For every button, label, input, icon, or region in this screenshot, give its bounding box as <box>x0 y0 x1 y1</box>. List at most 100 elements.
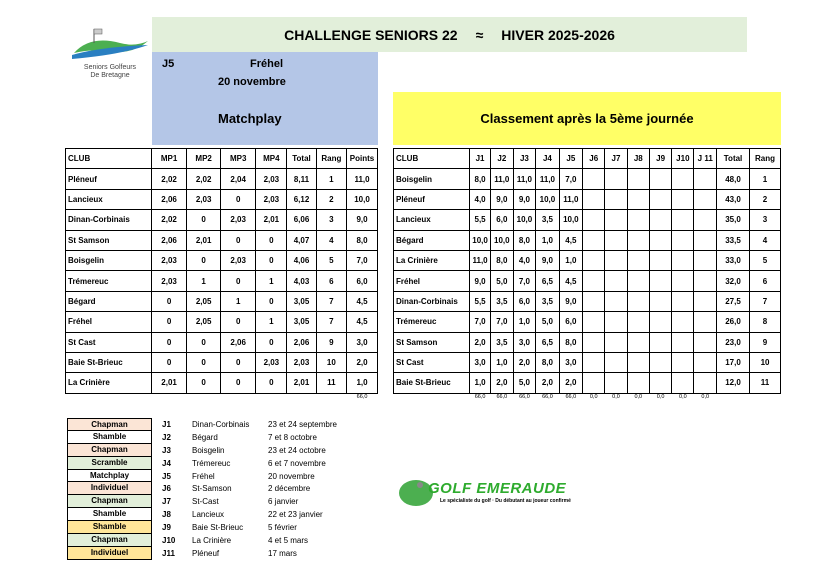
value-cell: 2,03 <box>286 351 317 374</box>
value-cell <box>693 270 717 292</box>
value-cell: 0 <box>150 351 188 374</box>
value-cell: 7 <box>315 311 348 333</box>
club-cell: Baie St-Brieuc <box>392 372 471 394</box>
value-cell: 11,0 <box>558 188 584 211</box>
value-cell <box>582 372 606 394</box>
sum-cell: 66,0 <box>565 393 577 400</box>
value-cell <box>626 311 650 333</box>
value-cell: 7 <box>749 290 781 313</box>
value-cell <box>626 168 650 190</box>
table-row: St Cast 0 0 2,06 0 2,06 9 3,0 <box>65 331 378 353</box>
schedule-row: Chapman J10 La Crinière 4 et 5 mars <box>67 534 337 547</box>
value-cell: 2,0 <box>535 372 560 394</box>
column-header: J4 <box>535 147 560 170</box>
schedule-club: Bégard <box>192 432 218 442</box>
value-cell <box>671 249 695 272</box>
sum-cell <box>750 393 781 404</box>
value-cell: 3,05 <box>286 290 317 313</box>
column-header: Total <box>715 147 751 170</box>
value-cell <box>582 188 606 211</box>
value-cell <box>671 290 695 313</box>
table-row: Trémereuc 2,03 1 0 1 4,03 6 6,0 <box>65 270 378 292</box>
format-badge: Scramble <box>67 456 152 470</box>
event-club: Fréhel <box>250 58 284 70</box>
schedule-club: Lancieux <box>192 510 225 520</box>
schedule-round: J7 <box>162 497 171 507</box>
value-cell: 8 <box>749 311 781 333</box>
value-cell: 0 <box>219 351 257 374</box>
table-row: Pléneuf 4,0 9,0 9,0 10,0 11,0 43,0 2 <box>392 188 781 211</box>
value-cell: 5,0 <box>512 372 537 394</box>
sponsor-name: GOLF EMERAUDE <box>428 480 567 497</box>
schedule-round: J4 <box>162 458 171 468</box>
sponsor-tagline: Le spécialiste du golf · Du débutant au … <box>440 498 571 504</box>
value-cell: 1 <box>255 311 288 333</box>
schedule-club: Dinan-Corbinais <box>192 419 250 429</box>
value-cell: 8,11 <box>286 168 317 190</box>
column-header: J10 <box>671 147 695 170</box>
schedule: Chapman J1 Dinan-Corbinais 23 et 24 septemb… <box>67 418 337 560</box>
schedule-club: Trémereuc <box>192 458 231 468</box>
format-badge: Individuel <box>67 546 152 560</box>
value-cell: 2,01 <box>255 209 288 231</box>
value-cell: 3,05 <box>286 311 317 333</box>
column-header: Rang <box>749 147 781 170</box>
value-cell: 3 <box>749 209 781 231</box>
value-cell <box>671 331 695 353</box>
value-cell <box>626 290 650 313</box>
value-cell <box>582 229 606 251</box>
value-cell <box>626 209 650 231</box>
value-cell <box>648 229 673 251</box>
schedule-round: J11 <box>162 548 175 558</box>
column-header: J 11 <box>693 147 717 170</box>
value-cell: 8,0 <box>490 249 514 272</box>
value-cell <box>671 372 695 394</box>
value-cell <box>626 188 650 211</box>
value-cell <box>648 351 673 374</box>
schedule-date: 6 et 7 novembre <box>268 458 326 468</box>
value-cell: 4,5 <box>558 229 584 251</box>
table-row: Lancieux 2,06 2,03 0 2,03 6,12 2 10,0 <box>65 188 378 211</box>
event-info: J5 Fréhel 20 novembre Matchplay <box>152 52 378 145</box>
value-cell <box>693 249 717 272</box>
column-header: MP4 <box>255 147 288 170</box>
schedule-row: Matchplay J5 Fréhel 20 novembre <box>67 469 337 483</box>
value-cell: 2,06 <box>150 229 188 251</box>
schedule-round: J6 <box>162 484 171 494</box>
value-cell: 2,0 <box>346 351 378 374</box>
value-cell: 35,0 <box>715 209 751 231</box>
column-header: MP3 <box>219 147 257 170</box>
value-cell <box>626 372 650 394</box>
value-cell <box>582 270 606 292</box>
value-cell: 9,0 <box>535 249 560 272</box>
schedule-date: 17 mars <box>268 548 297 558</box>
value-cell <box>671 209 695 231</box>
value-cell: 1 <box>186 270 221 292</box>
column-header: J8 <box>626 147 650 170</box>
sum-cell: 0,0 <box>656 393 665 400</box>
value-cell: 2,03 <box>255 168 288 190</box>
sum-row: 66,0 66,0 66,0 66,0 66,0 0,0 0,0 0,0 0,0 0,0 0,0 <box>394 393 781 404</box>
ranking-table: CLUB J1 J2 J3 J4 J5 J6 J7 J8 J9 J10 J 11 Total Rang Bo… <box>392 147 781 404</box>
value-cell <box>582 290 606 313</box>
value-cell: 32,0 <box>715 270 751 292</box>
value-cell <box>693 331 717 353</box>
format-badge: Chapman <box>67 418 152 431</box>
value-cell: 8,0 <box>512 229 537 251</box>
value-cell: 10,0 <box>469 229 492 251</box>
value-cell: 10,0 <box>535 188 560 211</box>
value-cell: 6,5 <box>535 270 560 292</box>
value-cell: 2,06 <box>286 331 317 353</box>
value-cell: 9,0 <box>512 188 537 211</box>
value-cell: 3,5 <box>535 209 560 231</box>
value-cell: 0 <box>255 229 288 251</box>
schedule-club: St-Samson <box>192 484 232 494</box>
value-cell: 2,03 <box>186 188 221 211</box>
value-cell <box>648 249 673 272</box>
value-cell: 2 <box>749 188 781 211</box>
value-cell: 0 <box>186 351 221 374</box>
value-cell: 1,0 <box>490 351 514 374</box>
format-badge: Chapman <box>67 443 152 457</box>
value-cell: 26,0 <box>715 311 751 333</box>
value-cell: 3,5 <box>490 290 514 313</box>
